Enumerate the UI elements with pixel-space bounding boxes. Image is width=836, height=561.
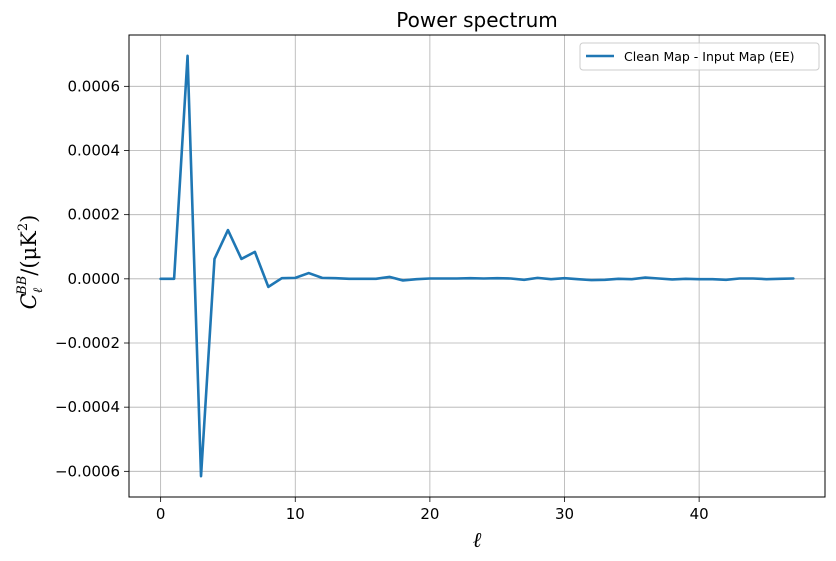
y-axis-label: CℓBB/(μK2) [15,215,46,310]
svg-text:CℓBB/(μK2): CℓBB/(μK2) [15,215,46,310]
x-tick-label: 20 [420,505,439,523]
series-line [159,54,795,478]
y-axis-label-unit-sup: 2 [16,223,31,231]
x-axis-ticks: 0 10 20 30 40 [156,497,709,523]
x-tick-label: 40 [690,505,709,523]
chart-title: Power spectrum [396,8,557,32]
plot-frame [128,34,826,498]
y-axis-label-close: ) [17,215,41,223]
y-tick-label: 0.0000 [68,270,121,288]
y-axis-label-symbol: C [17,293,41,309]
x-tick-label: 10 [286,505,305,523]
y-axis-label-superscript: BB [15,276,30,296]
y-tick-label: 0.0006 [68,77,121,95]
y-tick-label: 0.0002 [68,206,121,224]
y-axis-ticks: −0.0006 −0.0004 −0.0002 0.0000 0.0002 0.0004 0… [55,77,129,480]
legend-entry-label: Clean Map - Input Map (EE) [624,49,795,64]
series-layer [159,54,795,478]
y-axis-label-unit: /(μK [17,231,41,276]
y-axis-label-subscript: ℓ [31,287,46,293]
legend-box [579,42,820,71]
y-tick-label: 0.0004 [68,142,121,160]
y-tick-label: −0.0002 [55,334,120,352]
legend: Clean Map - Input Map (EE) [579,42,820,71]
y-tick-label: −0.0006 [55,462,120,480]
x-tick-label: 30 [555,505,574,523]
x-tick-label: 0 [156,505,166,523]
y-tick-label: −0.0004 [55,398,120,416]
x-axis-label: ℓ [473,528,482,552]
